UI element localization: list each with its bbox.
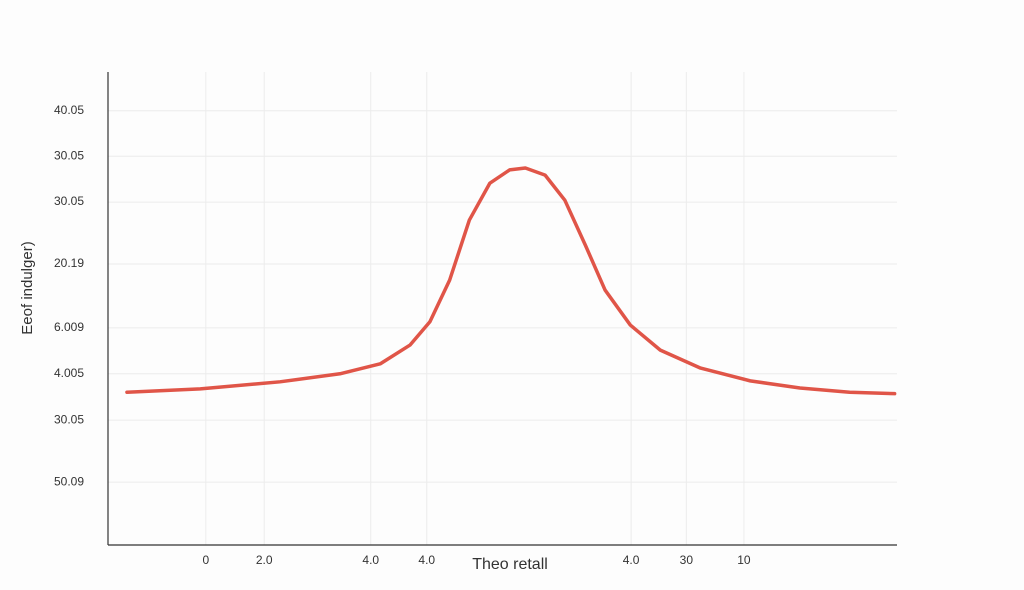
y-tick-label: 4.005 <box>54 366 84 380</box>
x-tick-label: 2.0 <box>256 553 273 567</box>
y-tick-label: 30.05 <box>54 412 84 426</box>
x-tick-label: 4.0 <box>623 553 640 567</box>
y-tick-label: 40.05 <box>54 103 84 117</box>
y-tick-label: 6.009 <box>54 320 84 334</box>
x-tick-label: 4.0 <box>362 553 379 567</box>
y-tick-label: 50.09 <box>54 474 84 488</box>
x-tick-label: 30 <box>680 553 694 567</box>
x-tick-label: 0 <box>202 553 209 567</box>
x-tick-label: 4.0 <box>418 553 435 567</box>
line-series <box>125 166 897 396</box>
y-axis-label: Eeof indulger) <box>19 241 36 334</box>
y-tick-label: 30.05 <box>54 194 84 208</box>
y-tick-label: 30.05 <box>54 148 84 162</box>
x-axis-label: Theo retall <box>472 556 548 573</box>
x-tick-label: 10 <box>737 553 751 567</box>
y-tick-label: 20.19 <box>54 256 84 270</box>
